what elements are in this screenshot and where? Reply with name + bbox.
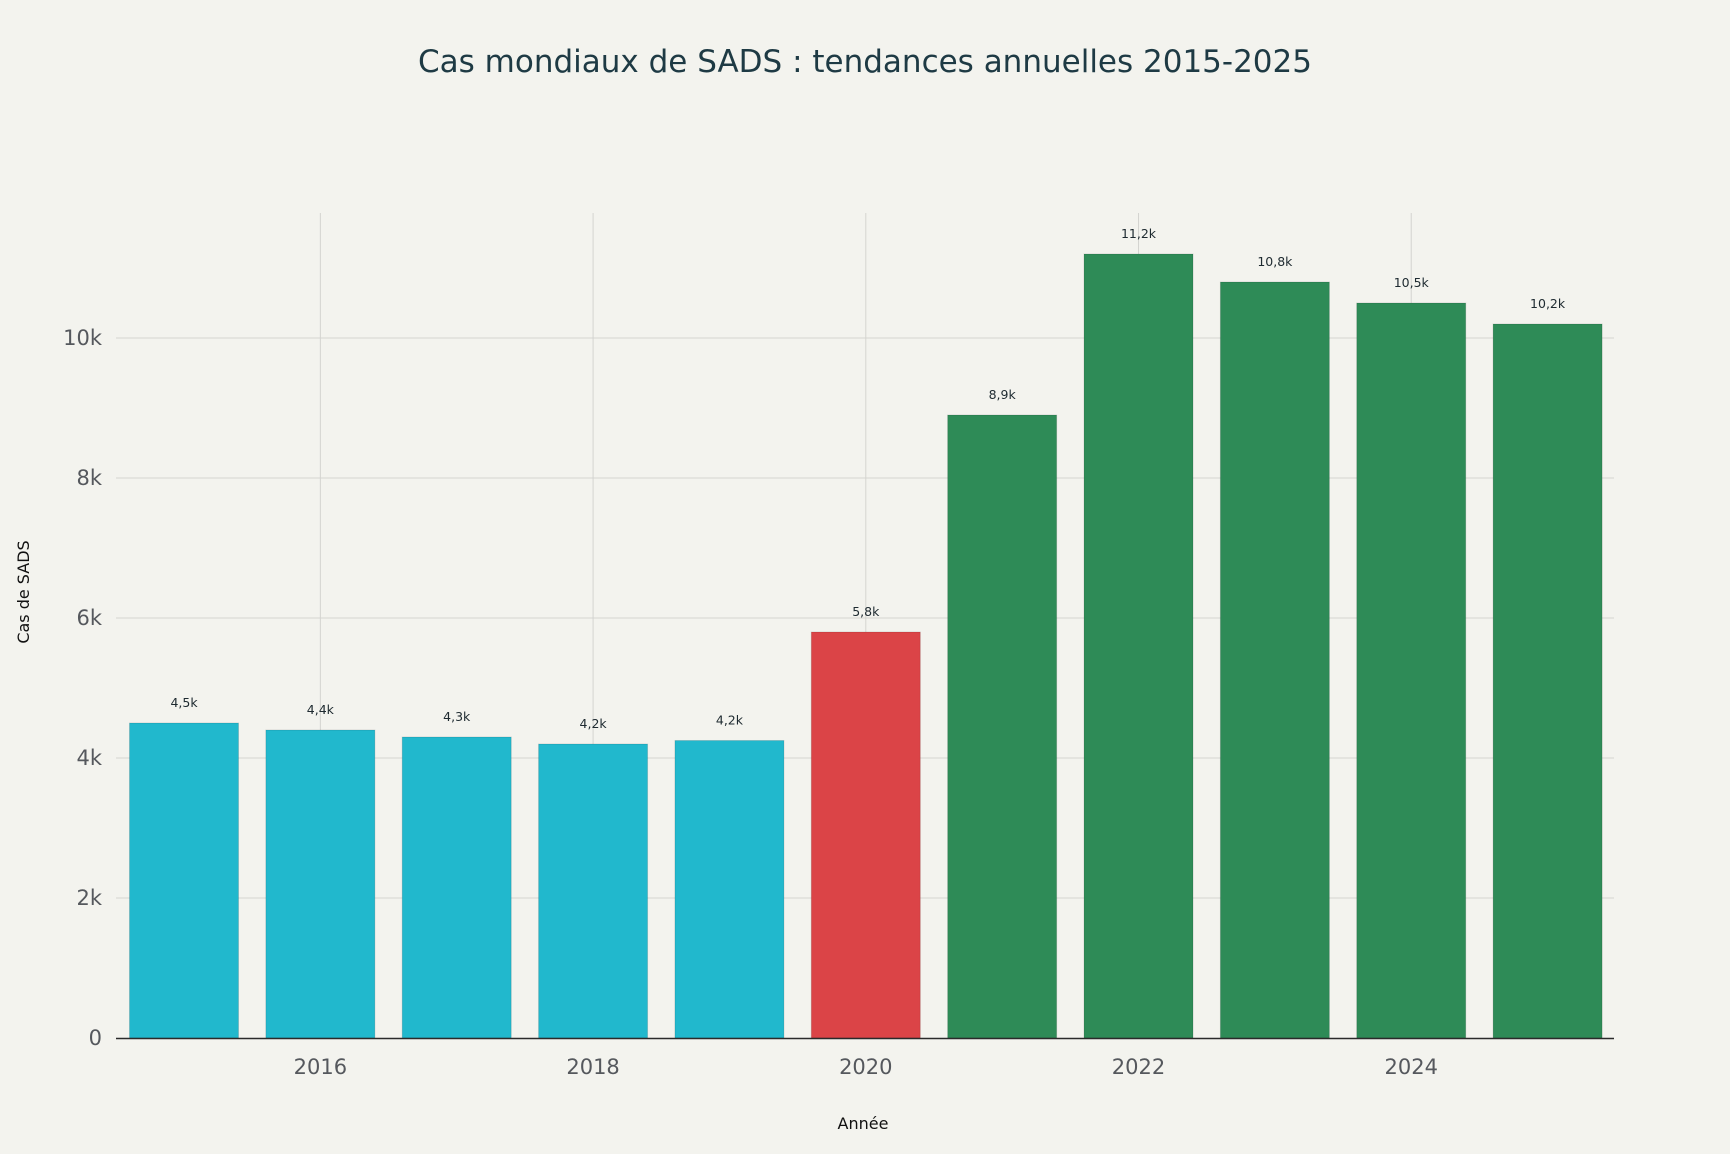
bar: [810, 631, 921, 1039]
bar: [1219, 281, 1330, 1039]
bar-data-label: 10,2k: [1530, 296, 1566, 311]
bar: [1492, 323, 1603, 1039]
bar-data-label: 4,3k: [443, 709, 471, 724]
x-tick-label: 2018: [566, 1055, 619, 1079]
data-labels: 4,5k 4,4k 4,3k 4,2k 4,2k 5,8k 8,9k 11,2k 10,8k 10…: [170, 226, 1565, 731]
x-axis-title: Année: [838, 1114, 889, 1133]
y-tick-label: 6k: [76, 606, 102, 630]
bar: [265, 729, 376, 1039]
bar: [674, 740, 785, 1039]
y-tick-label: 2k: [76, 886, 102, 910]
x-tick-label: 2024: [1385, 1055, 1438, 1079]
bar-data-label: 10,8k: [1257, 254, 1293, 269]
bar-data-label: 4,2k: [716, 713, 744, 728]
bar-data-label: 4,4k: [307, 702, 335, 717]
axis-ticks: 0 2k 4k 6k 8k 10k 2016 2018 2020 2022 2024: [63, 326, 1438, 1079]
bar: [401, 736, 512, 1039]
bar-data-label: 4,2k: [580, 716, 608, 731]
x-tick-label: 2022: [1112, 1055, 1165, 1079]
chart-title: Cas mondiaux de SADS : tendances annuell…: [418, 44, 1312, 80]
bar: [129, 722, 239, 1039]
bar: [947, 414, 1058, 1039]
y-axis-title: Cas de SADS: [14, 540, 33, 643]
x-tick-label: 2016: [294, 1055, 347, 1079]
bar: [538, 743, 649, 1039]
y-tick-label: 8k: [76, 466, 102, 490]
bars: [129, 253, 1603, 1039]
bar-data-label: 8,9k: [989, 387, 1017, 402]
y-tick-label: 0: [89, 1026, 102, 1050]
bar: [1356, 302, 1467, 1039]
bar-data-label: 5,8k: [852, 604, 880, 619]
x-tick-label: 2020: [839, 1055, 892, 1079]
bar-data-label: 10,5k: [1394, 275, 1430, 290]
bar-data-label: 4,5k: [170, 695, 198, 710]
bar: [1083, 253, 1194, 1039]
y-tick-label: 10k: [63, 326, 103, 350]
bar-data-label: 11,2k: [1121, 226, 1157, 241]
y-tick-label: 4k: [76, 746, 102, 770]
